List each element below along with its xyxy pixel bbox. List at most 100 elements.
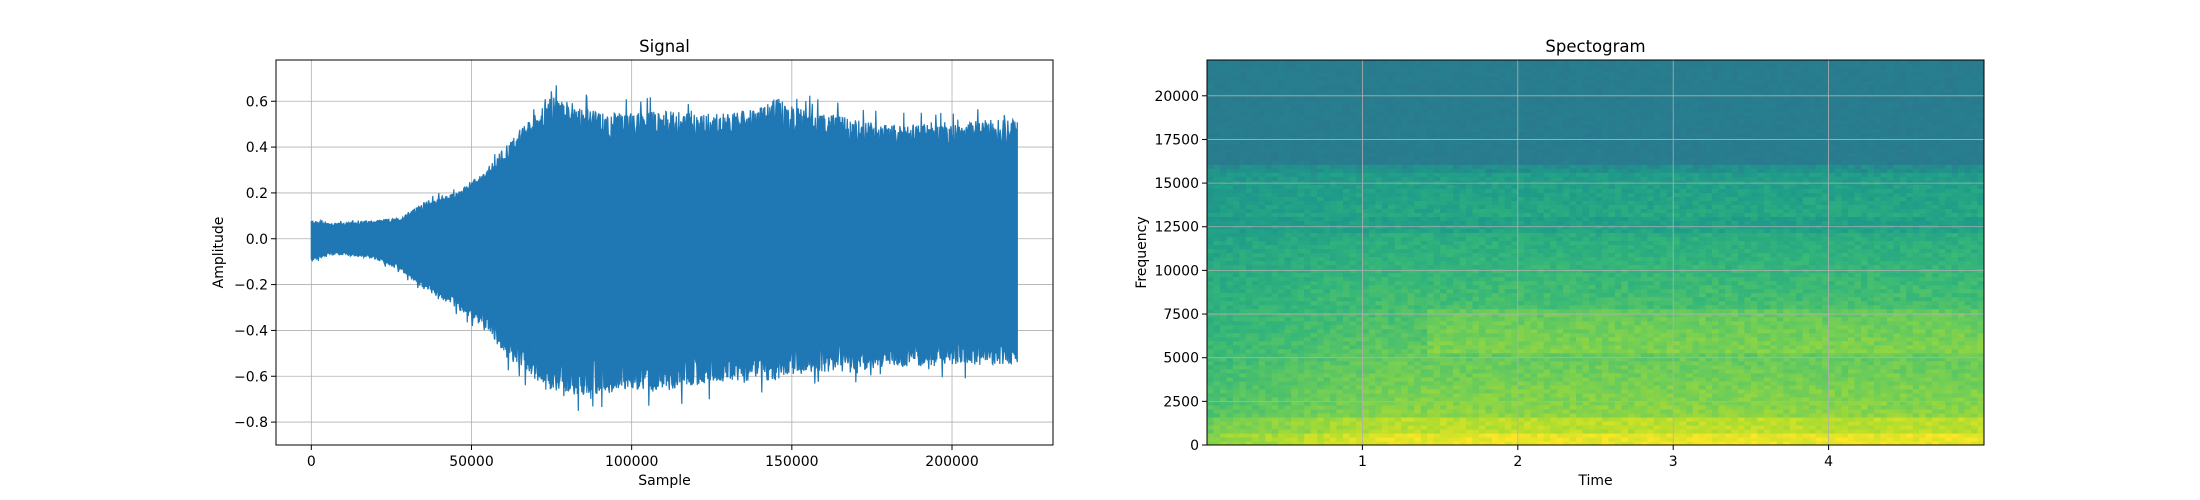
spectrogram-cell [1466,184,1474,189]
spectrogram-cell [1511,380,1519,386]
spectrogram-cell [1323,152,1331,157]
spectrogram-cell [1252,92,1260,97]
spectrogram-cell [1278,76,1286,81]
spectrogram-cell [1530,336,1538,342]
spectrogram-cell [1336,92,1344,97]
spectrogram-cell [1537,240,1545,246]
spectrogram-cell [1440,352,1448,358]
spectrogram-cell [1394,136,1402,141]
spectrogram-cell [1446,228,1454,234]
spectrogram-cell [1427,228,1435,234]
spectrogram-cell [1336,412,1344,418]
spectrogram-cell [1336,72,1344,77]
spectrogram-cell [1207,372,1215,378]
spectrogram-cell [1219,280,1228,286]
spectrogram-cell [1498,244,1506,250]
spectrogram-cell [1440,332,1448,338]
spectrogram-cell [1239,88,1247,93]
spectrogram-cell [1401,164,1409,169]
spectrogram-cell [1278,160,1286,165]
spectrogram-cell [1362,320,1370,326]
spectrogram-cell [1401,264,1409,270]
spectrogram-cell [1271,140,1279,145]
spectrogram-cell [1226,232,1234,238]
spectrogram-cell [1537,264,1545,270]
spectrogram-cell [1517,264,1525,270]
spectrogram-cell [1427,316,1435,322]
spectrogram-cell [1323,368,1331,374]
spectrogram-cell [1388,116,1396,121]
spectrogram-cell [1524,124,1532,129]
spectrogram-cell [1433,68,1441,73]
spectrogram-cell [1330,348,1338,354]
spectrogram-cell [1446,204,1454,209]
spectrogram-cell [1207,376,1215,382]
spectrogram-cell [1265,100,1273,105]
spectrogram-cell [1491,372,1499,378]
spectrogram-cell [1258,360,1266,366]
spectrogram-cell [1252,72,1260,77]
spectrogram-cell [1453,424,1461,430]
spectrogram-cell [1459,272,1467,278]
spectrogram-cell [1466,180,1474,185]
spectrogram-cell [1394,196,1402,201]
spectrogram-cell [1491,204,1499,209]
spectrogram-cell [1304,328,1312,334]
spectrogram-cell [1291,340,1299,346]
spectrogram-cell [1349,212,1357,218]
spectrogram-cell [1537,396,1545,402]
spectrogram-cell [1258,116,1266,121]
spectrogram-cell [1530,192,1538,197]
spectrogram-cell [1394,320,1402,326]
spectrogram-cell [1446,152,1454,157]
spectrogram-cell [1381,100,1389,105]
spectrogram-cell [1207,424,1215,430]
spectrogram-cell [1517,128,1525,133]
spectrogram-cell [1407,304,1415,310]
spectrogram-cell [1297,380,1305,386]
spectrogram-cell [1420,440,1428,445]
spectrogram-cell [1381,264,1389,270]
spectrogram-cell [1459,172,1467,177]
spectrogram-cell [1446,160,1454,165]
spectrogram-cell [1537,292,1545,298]
spectrogram-cell [1440,256,1448,262]
spectrogram-cell [1252,276,1260,282]
spectrogram-cell [1517,304,1525,310]
spectrogram-cell [1420,432,1428,438]
spectrogram-cell [1485,72,1493,77]
spectrogram-cell [1265,124,1273,129]
spectrogram-cell [1232,64,1240,69]
spectrogram-cell [1446,180,1454,185]
spectrogram-cell [1401,228,1409,234]
spectrogram-cell [1530,424,1538,430]
spectrogram-cell [1472,264,1480,270]
spectrogram-cell [1472,252,1480,258]
spectrogram-cell [1317,396,1325,402]
spectrogram-cell [1330,344,1338,350]
spectrogram-cell [1304,112,1312,117]
spectrogram-cell [1478,332,1487,338]
spectrogram-cell [1427,384,1435,390]
spectrogram-cell [1407,192,1415,197]
spectrogram-cell [1504,204,1512,209]
spectrogram-cell [1207,268,1215,274]
spectrogram-cell [1239,404,1247,410]
spectrogram-cell [1232,156,1240,161]
spectrogram-cell [1472,128,1480,133]
spectrogram-cell [1330,240,1338,246]
spectrogram-cell [1478,216,1487,222]
spectrogram-cell [1517,152,1525,157]
spectrogram-cell [1297,308,1305,314]
spectrogram-cell [1317,436,1325,442]
spectrogram-cell [1433,400,1441,406]
spectrogram-cell [1232,416,1240,422]
spectrogram-cell [1213,220,1221,226]
spectrogram-cell [1511,140,1519,145]
spectrogram-cell [1336,96,1344,101]
spectrogram-cell [1355,88,1363,93]
spectrogram-cell [1504,268,1512,274]
spectrogram-cell [1375,164,1383,169]
spectrogram-cell [1433,80,1441,85]
spectrogram-cell [1466,196,1474,201]
